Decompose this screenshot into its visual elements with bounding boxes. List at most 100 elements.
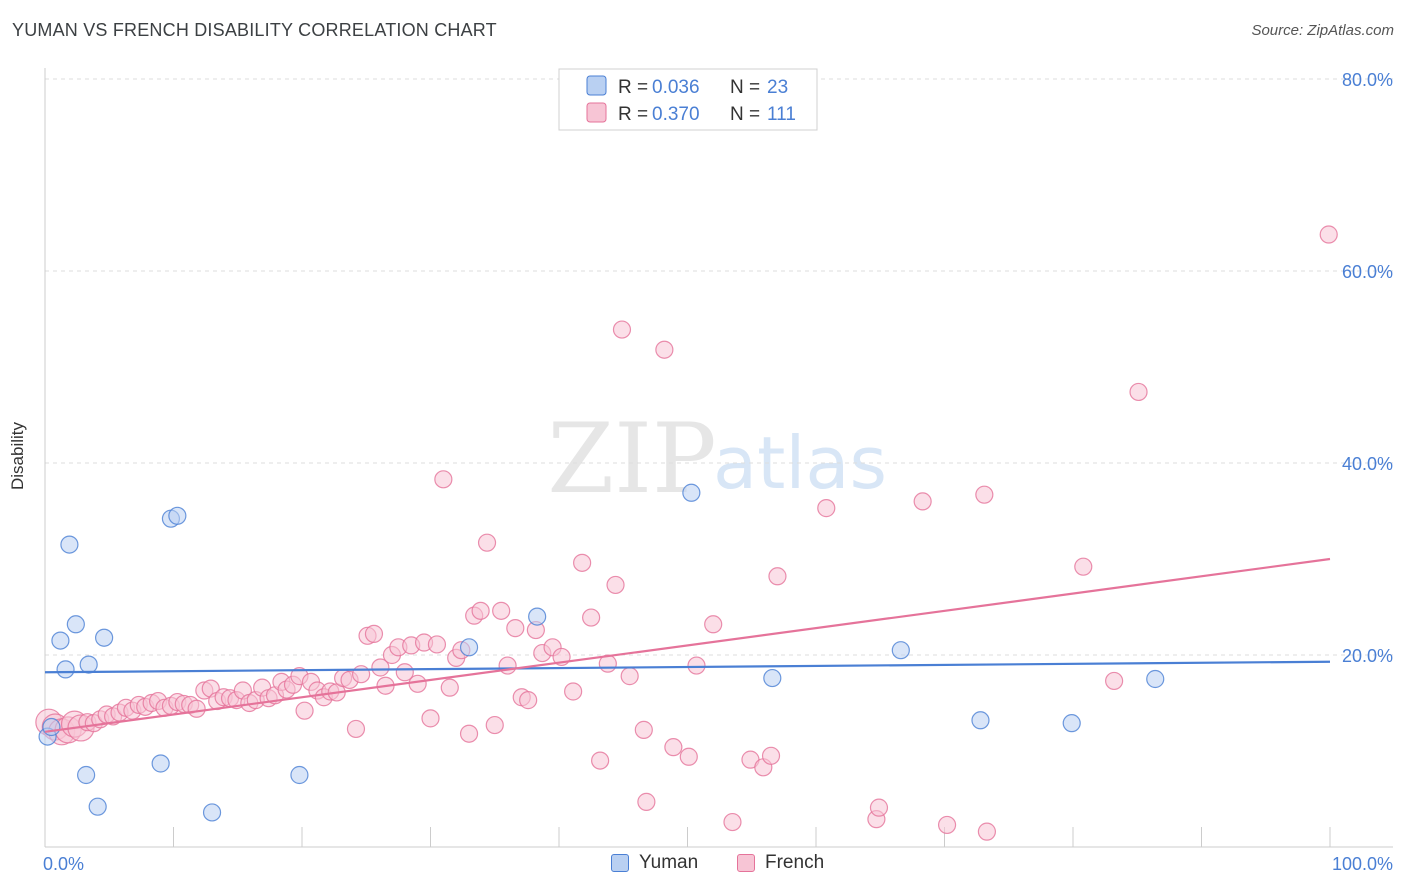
grid — [45, 78, 1393, 656]
y-tick-label: 80.0% — [1342, 70, 1393, 90]
yuman-point — [51, 631, 70, 650]
legend-r-value-yuman: 0.036 — [652, 77, 700, 98]
french-point — [1105, 671, 1124, 691]
chart-title: YUMAN VS FRENCH DISABILITY CORRELATION C… — [12, 20, 497, 40]
legend-r-value-french: 0.370 — [652, 104, 700, 125]
french-point — [1074, 557, 1093, 576]
legend-swatch-yuman — [586, 75, 607, 96]
french-point — [606, 575, 625, 595]
french-point — [421, 709, 440, 728]
french-point — [477, 533, 497, 552]
legend-swatch-french — [586, 102, 607, 123]
yuman-point — [79, 655, 98, 674]
y-tick-label: 60.0% — [1342, 262, 1393, 282]
french-point — [761, 746, 781, 765]
bottom-legend-yuman: Yuman — [611, 852, 698, 874]
bottom-legend-swatch-yuman — [611, 854, 629, 872]
french-point — [817, 499, 836, 518]
x-tick-label: 100.0% — [1332, 854, 1393, 874]
french-point — [687, 656, 706, 675]
tick-labels: 20.0% 40.0% 60.0% 80.0% 0.0% 100.0% — [43, 70, 1393, 874]
yuman-point — [528, 607, 547, 626]
source-label: Source: ZipAtlas.com — [1251, 22, 1394, 39]
french-point — [573, 553, 592, 572]
french-point — [471, 601, 490, 620]
legend: R = 0.036 N = 23 R = 0.370 N = 111 — [558, 68, 818, 131]
yuman-point — [66, 615, 85, 634]
yuman-point — [290, 765, 309, 785]
legend-n-value-yuman: 23 — [767, 77, 788, 98]
french-points — [35, 225, 1338, 841]
french-point — [371, 658, 390, 677]
french-point — [869, 798, 889, 817]
yuman-point — [763, 668, 782, 688]
yuman-point — [60, 535, 79, 554]
yuman-point — [459, 638, 479, 657]
trend-lines — [44, 557, 1331, 733]
french-point — [679, 747, 698, 766]
french-point — [582, 608, 601, 627]
yuman-point — [77, 765, 96, 785]
french-point — [1319, 225, 1338, 244]
french-point — [346, 719, 366, 739]
yuman-point — [682, 483, 701, 502]
french-point — [427, 635, 447, 654]
french-point — [485, 715, 504, 735]
french-point — [612, 320, 632, 339]
french-point — [564, 682, 583, 701]
legend-n-value-french: 111 — [767, 104, 796, 125]
french-point — [975, 485, 994, 504]
legend-r-label-french: R = — [618, 104, 648, 125]
french-point — [1129, 382, 1148, 402]
french-point — [352, 665, 371, 684]
watermark: ZIP atlas — [547, 403, 887, 515]
legend-n-label-french: N = — [730, 104, 760, 125]
french-point — [977, 822, 997, 841]
french-point — [655, 340, 674, 359]
french-point — [620, 667, 639, 686]
french-point — [913, 492, 932, 511]
y-tick-label: 40.0% — [1342, 454, 1393, 474]
yuman-point — [1146, 669, 1165, 689]
french-point — [364, 624, 384, 643]
french-point — [634, 720, 653, 739]
french-point — [591, 751, 610, 770]
yuman-point — [95, 628, 114, 647]
french-point — [664, 738, 683, 757]
legend-n-label-yuman: N = — [730, 77, 760, 98]
yuman-point — [971, 711, 990, 730]
french-point — [519, 691, 538, 710]
french-trend-line — [44, 557, 1331, 733]
french-point — [637, 792, 656, 811]
yuman-point — [56, 660, 75, 679]
french-point — [768, 567, 787, 586]
bottom-legend: Yuman French — [0, 852, 1406, 878]
legend-r-label-yuman: R = — [618, 77, 648, 98]
bottom-legend-label-french: French — [765, 852, 825, 873]
french-point — [723, 812, 742, 832]
yuman-point — [168, 506, 187, 525]
yuman-point — [1062, 714, 1081, 733]
french-point — [498, 656, 517, 675]
french-point — [459, 724, 479, 743]
yuman-point — [151, 754, 170, 773]
yuman-points — [38, 483, 1165, 822]
yuman-point — [88, 797, 107, 816]
french-point — [506, 619, 525, 638]
french-point — [187, 699, 206, 718]
x-tick-label: 0.0% — [43, 854, 84, 874]
yuman-point — [891, 641, 910, 660]
yuman-trend-line — [44, 660, 1331, 674]
french-point — [408, 674, 427, 693]
yuman-point — [42, 717, 61, 737]
yuman-point — [202, 803, 222, 822]
french-point — [395, 663, 414, 682]
french-point — [704, 615, 723, 634]
y-tick-label: 20.0% — [1342, 646, 1393, 666]
bottom-legend-french: French — [737, 852, 824, 874]
french-point — [937, 815, 957, 835]
french-point — [440, 678, 459, 697]
bottom-legend-swatch-french — [737, 854, 755, 872]
bottom-legend-label-yuman: Yuman — [639, 852, 699, 873]
